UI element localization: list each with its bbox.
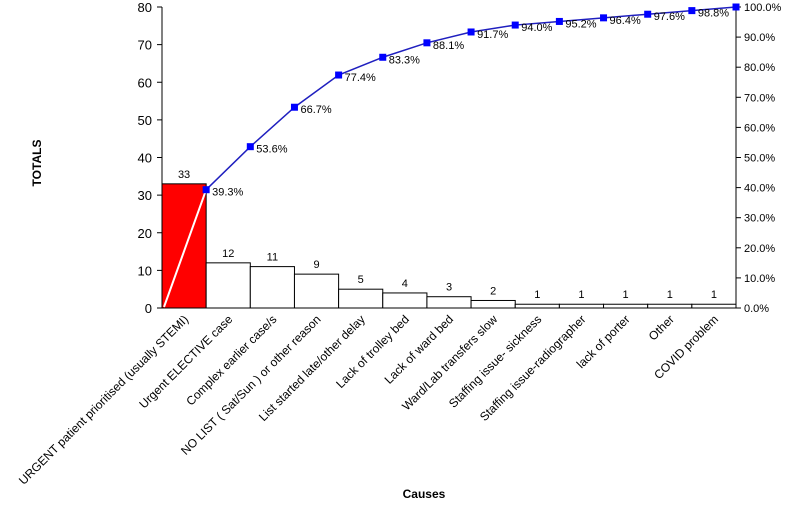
cumulative-marker (290, 103, 298, 111)
right-axis-ticks: 0.0% 10.0% 20.0% 30.0% 40.0% 50.0% 60.0% 70.0% 8… (736, 2, 782, 315)
cumulative-marker (555, 17, 563, 25)
bar-value-label: 9 (313, 259, 319, 271)
bar-value-label: 1 (623, 289, 629, 301)
cumulative-marker (688, 7, 696, 15)
right-tick-label: 90.0% (744, 32, 775, 44)
bar (603, 303, 649, 309)
left-tick-label: 40 (138, 151, 152, 166)
bar-value-label: 11 (267, 252, 278, 264)
cumulative-markers (202, 3, 740, 194)
y-axis-title: TOTALS (30, 140, 44, 187)
right-tick-label: 20.0% (744, 243, 775, 255)
cumulative-value-label: 83.3% (389, 54, 420, 66)
category-labels: URGENT patient prioritised (usually STEM… (16, 312, 721, 487)
cumulative-marker (335, 71, 343, 79)
bar-value-label: 1 (711, 289, 717, 301)
bar (382, 292, 428, 309)
left-axis-ticks: 0 10 20 30 40 50 60 70 80 (138, 0, 162, 316)
bar (470, 299, 516, 309)
cumulative-marker (246, 143, 254, 151)
bar-value-label: 1 (667, 289, 673, 301)
right-tick-label: 100.0% (744, 2, 782, 14)
bars (161, 183, 737, 309)
cumulative-value-label: 95.2% (565, 18, 596, 30)
x-axis-title: Causes (403, 487, 446, 501)
bar (691, 303, 737, 309)
cumulative-marker (423, 39, 431, 47)
bar (293, 273, 340, 309)
category-label: URGENT patient prioritised (usually STEM… (16, 312, 191, 487)
cumulative-marker (732, 3, 740, 11)
left-tick-label: 50 (138, 113, 152, 128)
category-label: Other (646, 312, 677, 343)
right-tick-label: 0.0% (744, 303, 769, 315)
cumulative-value-label: 98.8% (698, 8, 729, 20)
axes (161, 7, 737, 309)
bar (426, 296, 472, 309)
bar (558, 303, 605, 309)
cumulative-value-label: 97.6% (654, 11, 685, 23)
cumulative-value-label: 66.7% (300, 104, 331, 116)
bar (647, 303, 693, 309)
bar-value-label: 5 (358, 274, 364, 286)
cumulative-marker (467, 28, 475, 36)
left-tick-label: 30 (138, 188, 152, 203)
right-tick-label: 40.0% (744, 183, 775, 195)
bar (514, 303, 560, 309)
bar-value-label: 4 (402, 278, 408, 290)
bar-value-label: 2 (490, 285, 496, 297)
right-tick-label: 30.0% (744, 213, 775, 225)
bar-diagonal (163, 189, 208, 308)
bar (161, 183, 207, 309)
left-tick-label: 80 (138, 0, 152, 15)
bar-value-label: 1 (578, 289, 584, 301)
bar (338, 288, 384, 309)
left-tick-label: 60 (138, 75, 152, 90)
right-tick-label: 10.0% (744, 273, 775, 285)
left-tick-label: 10 (138, 263, 152, 278)
cumulative-marker (511, 21, 519, 29)
cumulative-value-label: 91.7% (477, 29, 508, 41)
cumulative-marker (644, 10, 652, 18)
right-tick-label: 80.0% (744, 62, 775, 74)
origin-diagonal (163, 189, 208, 308)
cumulative-labels: 39.3% 53.6% 66.7% 77.4% 83.3% 88.1% 91.7% 94.0%… (212, 8, 729, 199)
cumulative-value-label: 96.4% (610, 15, 641, 27)
cumulative-marker (379, 53, 387, 61)
right-tick-label: 50.0% (744, 153, 775, 165)
right-tick-label: 60.0% (744, 122, 775, 134)
bar-value-label: 33 (178, 169, 190, 181)
bar (249, 266, 295, 309)
cumulative-value-label: 39.3% (212, 187, 243, 199)
bar (205, 262, 251, 309)
cumulative-value-label: 94.0% (521, 22, 552, 34)
bar-value-label: 12 (222, 248, 234, 260)
right-tick-label: 70.0% (744, 92, 775, 104)
cumulative-marker (600, 14, 608, 22)
cumulative-value-label: 53.6% (256, 144, 287, 156)
cumulative-value-label: 77.4% (345, 72, 376, 84)
left-tick-label: 0 (145, 301, 152, 316)
left-tick-label: 20 (138, 226, 152, 241)
bar-value-label: 1 (534, 289, 540, 301)
bar-value-label: 3 (446, 282, 452, 294)
left-tick-label: 70 (138, 38, 152, 53)
cumulative-value-label: 88.1% (433, 40, 464, 52)
cumulative-marker (202, 186, 210, 194)
